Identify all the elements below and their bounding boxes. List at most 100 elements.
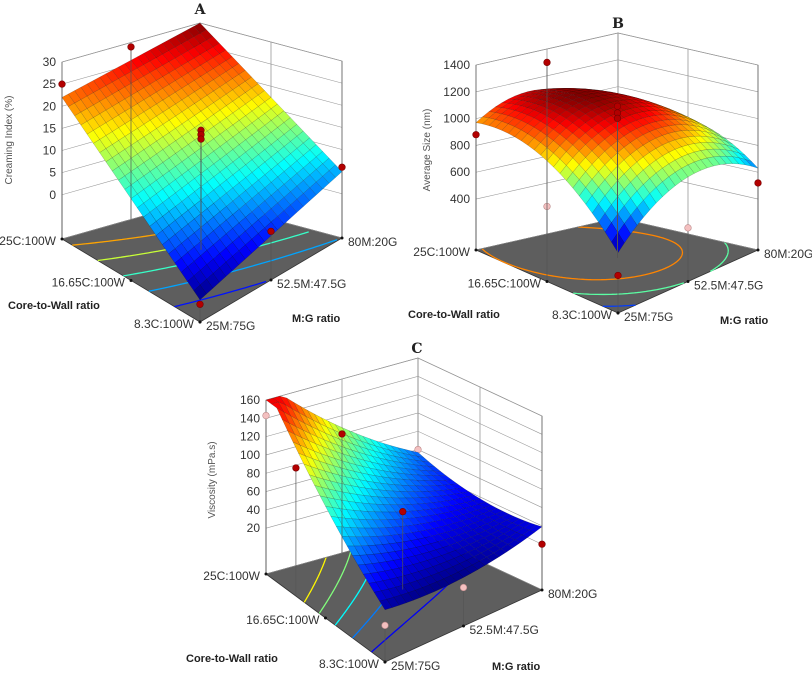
surface-cell xyxy=(287,430,301,446)
surface-cell xyxy=(521,91,535,94)
surface-cell xyxy=(162,144,176,159)
surface-cell xyxy=(476,507,491,515)
surface-cell xyxy=(411,571,425,581)
z-tick-label: 80 xyxy=(247,466,261,480)
surface-cell xyxy=(706,156,721,167)
x-tick-mark xyxy=(264,572,268,576)
surface-cell xyxy=(357,486,372,497)
surface-cell xyxy=(471,504,485,511)
surface-cell xyxy=(414,459,429,467)
surface-cell xyxy=(649,101,663,107)
surface-cell xyxy=(309,181,323,196)
design-point-below xyxy=(684,224,692,232)
surface-cell xyxy=(420,522,434,531)
surface-cell xyxy=(429,581,443,592)
z-tick-label: 600 xyxy=(450,165,470,179)
surface-cell xyxy=(226,200,240,215)
surface-cell xyxy=(400,557,414,567)
y-tick-label: 25M:75G xyxy=(206,319,255,333)
surface-cell xyxy=(281,419,296,435)
surface-cell xyxy=(738,152,752,162)
surface-cell xyxy=(370,572,384,583)
surface-cell xyxy=(86,130,100,144)
y-tick-mark xyxy=(616,311,620,315)
surface-cell xyxy=(527,109,541,119)
surface-cell xyxy=(407,517,422,526)
design-point-above xyxy=(613,102,622,110)
surface-cell xyxy=(520,123,535,134)
surface-cell xyxy=(442,544,456,554)
surface-cell xyxy=(462,544,476,553)
surface-cell xyxy=(617,147,631,161)
wall-gridline xyxy=(265,375,543,435)
z-tick-label: 15 xyxy=(43,121,57,135)
surface-cell xyxy=(384,464,398,474)
y-tick-label: 52.5M:47.5G xyxy=(470,623,539,637)
design-point-below xyxy=(381,621,389,629)
surface-cell xyxy=(507,539,521,548)
surface-cell xyxy=(424,475,439,481)
surface-cell xyxy=(394,455,408,464)
surface-cell xyxy=(668,139,682,150)
surface-cell xyxy=(258,125,272,138)
surface-cell xyxy=(383,470,397,479)
surface-cell xyxy=(368,503,383,513)
y-tick-mark xyxy=(383,660,387,664)
surface-cell xyxy=(419,469,433,476)
z-axis-title: Average Size (nm) xyxy=(422,109,433,192)
surface-cell xyxy=(413,523,427,532)
x-axis-title: Core-to-Wall ratio xyxy=(8,300,100,312)
design-point-above xyxy=(267,227,275,235)
surface-cell xyxy=(306,409,321,425)
surface-cell xyxy=(251,94,265,107)
x-axis-title: Core-to-Wall ratio xyxy=(408,309,500,321)
x-tick-label: 8.3C:100W xyxy=(319,657,380,671)
surface-cell xyxy=(738,157,753,167)
surface-cell xyxy=(264,156,278,170)
surface-cell xyxy=(226,174,240,189)
surface-cell xyxy=(422,584,436,595)
surface-cell xyxy=(719,156,733,165)
surface-cell xyxy=(610,96,625,102)
surface-cell xyxy=(493,517,508,524)
surface-cell xyxy=(130,103,145,117)
surface-cell xyxy=(368,581,382,593)
surface-cell xyxy=(143,95,157,109)
y-tick-mark xyxy=(540,588,544,592)
surface-cell xyxy=(360,510,374,520)
y-tick-label: 80M:20G xyxy=(548,587,597,601)
surface-cell xyxy=(155,230,170,245)
surface-cell xyxy=(232,74,246,86)
surface-cell xyxy=(681,119,695,127)
surface-cell xyxy=(494,102,509,108)
surface-cell xyxy=(357,564,371,575)
surface-cell xyxy=(591,203,606,223)
z-tick-label: 1400 xyxy=(443,58,470,72)
design-point-below xyxy=(262,411,270,420)
surface-cell xyxy=(213,158,227,173)
surface-cell xyxy=(390,534,405,544)
y-axis-title: M:G ratio xyxy=(292,313,341,325)
surface-cell xyxy=(175,187,189,202)
surface-cell xyxy=(162,119,176,133)
surface-cell xyxy=(265,397,279,405)
surface-cell xyxy=(458,502,473,509)
surface-cell xyxy=(514,93,528,97)
design-point-above xyxy=(127,43,135,51)
surface-cell xyxy=(206,189,221,204)
surface-cell xyxy=(112,127,126,141)
surface-cell xyxy=(270,189,285,204)
x-tick-label: 25C:100W xyxy=(0,234,57,248)
surface-cell xyxy=(74,111,88,126)
z-tick-label: 100 xyxy=(240,448,260,462)
surface-cell xyxy=(118,175,132,190)
surface-cell xyxy=(194,76,208,89)
surface-cell xyxy=(394,484,408,492)
surface-cell xyxy=(238,217,253,232)
surface-cell xyxy=(225,256,239,272)
surface-cell xyxy=(193,284,207,301)
panel-title: A xyxy=(194,2,207,18)
surface-cell xyxy=(206,216,221,232)
y-tick-mark xyxy=(340,236,344,240)
